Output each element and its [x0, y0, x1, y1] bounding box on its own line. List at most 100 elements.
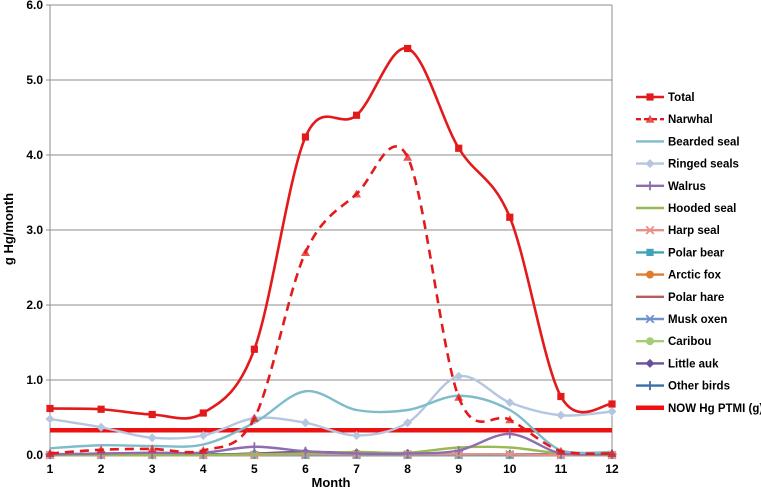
y-axis-ticks: 0.0 1.0 2.0 3.0 4.0 5.0 6.0: [26, 0, 50, 462]
x-tick-label: 11: [555, 462, 568, 476]
legend-marker: [646, 270, 654, 279]
legend-label: Little auk: [668, 358, 719, 370]
legend-label: Arctic fox: [668, 270, 722, 282]
legend-label: Harp seal: [668, 225, 720, 237]
y-tick-label: 1.0: [26, 373, 43, 387]
legend-entry-walrus: Walrus: [636, 181, 706, 193]
legend-entry-polar-bear: Polar bear: [636, 247, 725, 259]
legend-entry-little-auk: Little auk: [636, 358, 719, 370]
series-line-bearded-seal: [49, 390, 613, 455]
data-point: [557, 392, 565, 401]
legend-marker: [646, 93, 654, 101]
data-point: [147, 444, 157, 453]
data-point: [300, 446, 310, 456]
y-tick-label: 2.0: [26, 298, 43, 312]
data-point: [454, 371, 464, 381]
data-point: [96, 422, 106, 432]
y-tick-label: 0.0: [26, 448, 43, 462]
legend-marker: [645, 314, 655, 324]
y-tick-label: 3.0: [26, 223, 43, 237]
legend-entry-musk-oxen: Musk oxen: [636, 314, 727, 326]
legend-marker: [646, 248, 654, 256]
x-tick-label: 1: [47, 462, 54, 476]
data-point: [45, 449, 55, 457]
legend-label: Polar bear: [668, 247, 725, 259]
y-tick-label: 6.0: [26, 0, 43, 12]
legend-marker: [645, 381, 655, 391]
x-tick-label: 4: [200, 462, 207, 476]
x-tick-label: 7: [353, 462, 360, 476]
series-layer: [45, 44, 617, 460]
legend-entry-arctic-fox: Arctic fox: [636, 270, 722, 282]
x-tick-label: 9: [455, 462, 462, 476]
legend-entry-total: Total: [636, 92, 695, 104]
y-tick-label: 4.0: [26, 148, 43, 162]
series-narwhal: [45, 145, 617, 457]
legend-entry-bearded-seal: Bearded seal: [636, 136, 740, 148]
x-tick-label: 2: [98, 462, 105, 476]
legend-entry-hooded-seal: Hooded seal: [636, 203, 736, 215]
data-point: [148, 410, 156, 419]
legend: Total Narwhal Bearded seal Ringed seals Walr…: [636, 92, 761, 415]
legend-marker: [645, 181, 655, 191]
x-axis-title: Month: [312, 475, 351, 490]
series-line-total: [49, 47, 613, 420]
y-axis-title: g Hg/month: [1, 193, 16, 265]
data-point: [250, 345, 258, 353]
legend-marker: [645, 114, 655, 123]
y-tick-label: 5.0: [26, 73, 43, 87]
legend-label: Polar hare: [668, 292, 724, 304]
legend-label: Ringed seals: [668, 159, 739, 171]
legend-entry-narwhal: Narwhal: [636, 114, 713, 126]
legend-label: Other birds: [668, 381, 730, 393]
data-point: [147, 433, 157, 443]
data-point: [198, 446, 208, 454]
data-point: [403, 449, 413, 458]
x-tick-label: 5: [251, 462, 258, 476]
data-point: [403, 152, 413, 161]
data-point: [505, 449, 515, 459]
data-point: [300, 248, 310, 256]
legend-label: Bearded seal: [668, 136, 740, 148]
series-bearded-seal: [49, 390, 613, 455]
x-tick-label: 10: [503, 462, 517, 476]
legend-entry-now-hg-ptmi-g: NOW Hg PTMI (g): [636, 403, 761, 415]
data-point: [505, 429, 515, 439]
legend-label: Caribou: [668, 336, 711, 348]
legend-marker: [645, 225, 655, 235]
data-point: [45, 414, 55, 424]
legend-label: Narwhal: [668, 114, 713, 126]
legend-label: Hooded seal: [668, 203, 736, 215]
data-point: [249, 442, 259, 452]
data-point: [199, 409, 207, 417]
data-point: [352, 449, 362, 458]
legend-entry-harp-seal: Harp seal: [636, 225, 720, 237]
data-point: [352, 431, 362, 440]
legend-marker: [645, 159, 655, 169]
data-point: [97, 405, 105, 413]
data-point: [352, 111, 361, 119]
data-point: [301, 133, 310, 141]
data-point: [249, 413, 259, 422]
gridlines: [50, 4, 612, 381]
data-point: [454, 392, 464, 401]
data-point: [607, 407, 617, 416]
legend-marker: [645, 358, 655, 368]
data-point: [607, 449, 617, 457]
legend-entry-other-birds: Other birds: [636, 381, 730, 393]
data-point: [505, 398, 515, 407]
legend-label: Total: [668, 92, 695, 104]
data-point: [608, 400, 616, 408]
legend-label: NOW Hg PTMI (g): [668, 403, 761, 415]
data-point: [556, 446, 566, 455]
series-total: [46, 44, 616, 420]
legend-marker: [646, 337, 654, 346]
data-point: [404, 44, 412, 53]
x-tick-label: 8: [404, 462, 411, 476]
legend-entry-ringed-seals: Ringed seals: [636, 159, 739, 171]
x-tick-label: 3: [149, 462, 156, 476]
data-point: [46, 404, 54, 413]
x-axis-ticks: 1 2 3 4 5 6 7 8 9 10 11 12: [47, 455, 619, 476]
